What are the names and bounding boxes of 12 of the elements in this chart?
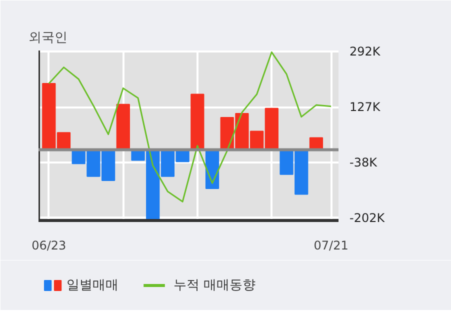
legend-label: 일별매매 — [66, 278, 118, 293]
y-tick-label: -202K — [350, 210, 386, 225]
bar — [190, 94, 204, 150]
legend-label: 누적 매매동향 — [174, 278, 256, 293]
bar — [116, 104, 130, 150]
y-tick-label: 127K — [350, 100, 382, 114]
x-tick-label: 07/21 — [314, 238, 348, 252]
line-series — [48, 51, 332, 202]
chart-title: 외국인 — [28, 30, 68, 46]
y-tick-label: -38K — [350, 156, 378, 170]
x-tick-label: 06/23 — [32, 238, 66, 252]
y-tick-label: 292K — [350, 44, 382, 59]
